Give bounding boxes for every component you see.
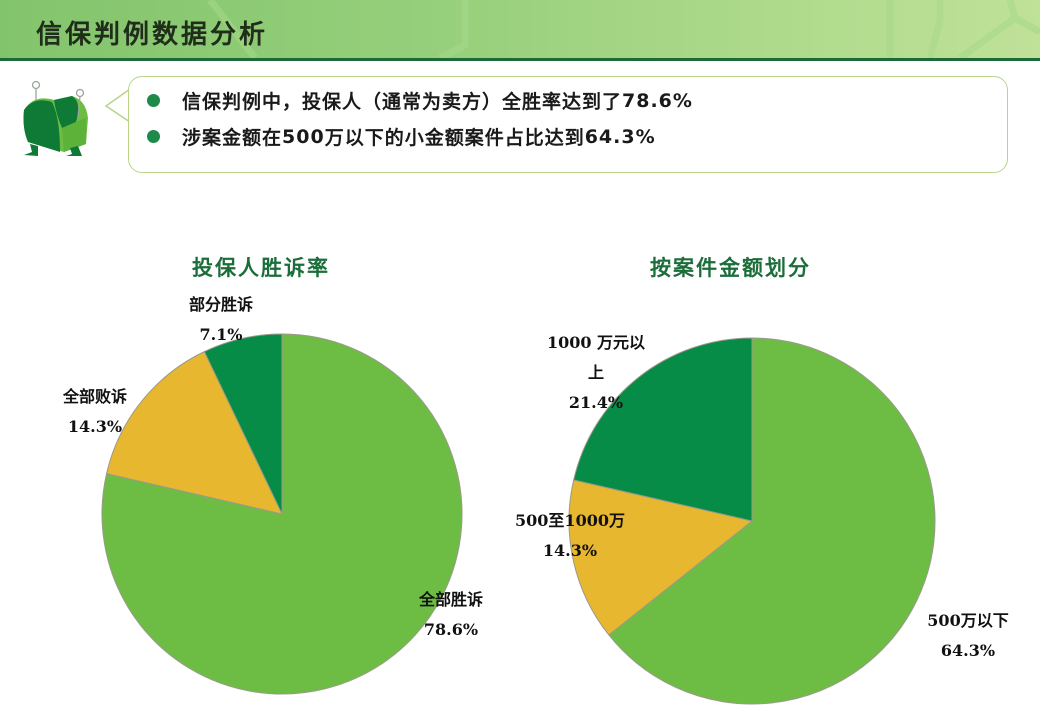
hexagon-pattern-decoration [207, 0, 1040, 58]
label-category: 500万以下 [927, 611, 1009, 630]
pie-slice [608, 337, 936, 705]
pie-slice [203, 333, 283, 515]
label-percent: 7.1% [199, 325, 243, 344]
pie-slice [568, 479, 754, 636]
bullet-figure: 64.3% [584, 125, 656, 148]
data-label-full-loss: 全部败诉 14.3% [40, 382, 150, 442]
label-category: 全部败诉 [62, 387, 127, 406]
bullet-dot-icon [147, 130, 160, 143]
label-category: 500至1000万 [515, 511, 625, 530]
label-percent: 78.6% [423, 620, 479, 639]
summary-bullet-win-rate: 信保判例中，投保人（通常为卖方）全胜率达到了 78.6% [147, 87, 693, 114]
chart-title-win-rate: 投保人胜诉率 [192, 255, 330, 280]
bullet-text: 信保判例中，投保人（通常为卖方）全胜率达到了 [182, 91, 623, 113]
bullet-text: 万以下的小金额案件占比达到 [324, 127, 585, 149]
page-title: 信保判例数据分析 [36, 20, 269, 50]
header-divider [0, 58, 1040, 61]
bullet-figure: 78.6% [622, 89, 693, 112]
chart-title-amount: 按案件金额划分 [650, 255, 811, 280]
bullet-figure: 500 [282, 125, 325, 148]
data-label-partial-win: 部分胜诉 7.1% [166, 290, 276, 350]
label-category: 1000 万元以 [546, 333, 646, 352]
bullet-text: 涉案金额在 [182, 127, 283, 149]
data-label-5m-to-10m: 500至1000万 14.3% [500, 506, 640, 566]
slide-header: 信保判例数据分析 [0, 0, 1040, 58]
box-mascot-icon [23, 80, 88, 156]
summary-bullet-small-amount: 涉案金额在 500 万以下的小金额案件占比达到 64.3% [147, 123, 656, 150]
data-label-full-win: 全部胜诉 78.6% [396, 585, 506, 645]
data-label-over-10m: 1000 万元以 上 21.4% [526, 328, 666, 418]
pie-slice [573, 337, 753, 522]
label-category: 部分胜诉 [188, 295, 253, 314]
label-category-cont: 上 [587, 363, 604, 382]
pie-slice [105, 350, 283, 515]
summary-callout: 信保判例中，投保人（通常为卖方）全胜率达到了 78.6% 涉案金额在 500 万以下的… [128, 76, 1008, 173]
pie-chart-win-rate [101, 333, 463, 695]
label-category: 全部胜诉 [418, 590, 483, 609]
bullet-dot-icon [147, 94, 160, 107]
speech-bubble-tail [104, 88, 131, 123]
label-percent: 14.3% [542, 541, 598, 560]
label-percent: 14.3% [67, 417, 123, 436]
label-percent: 21.4% [568, 393, 624, 412]
pie-chart-amount [568, 337, 936, 705]
label-percent: 64.3% [940, 641, 996, 660]
data-label-under-5m: 500万以下 64.3% [908, 606, 1028, 666]
